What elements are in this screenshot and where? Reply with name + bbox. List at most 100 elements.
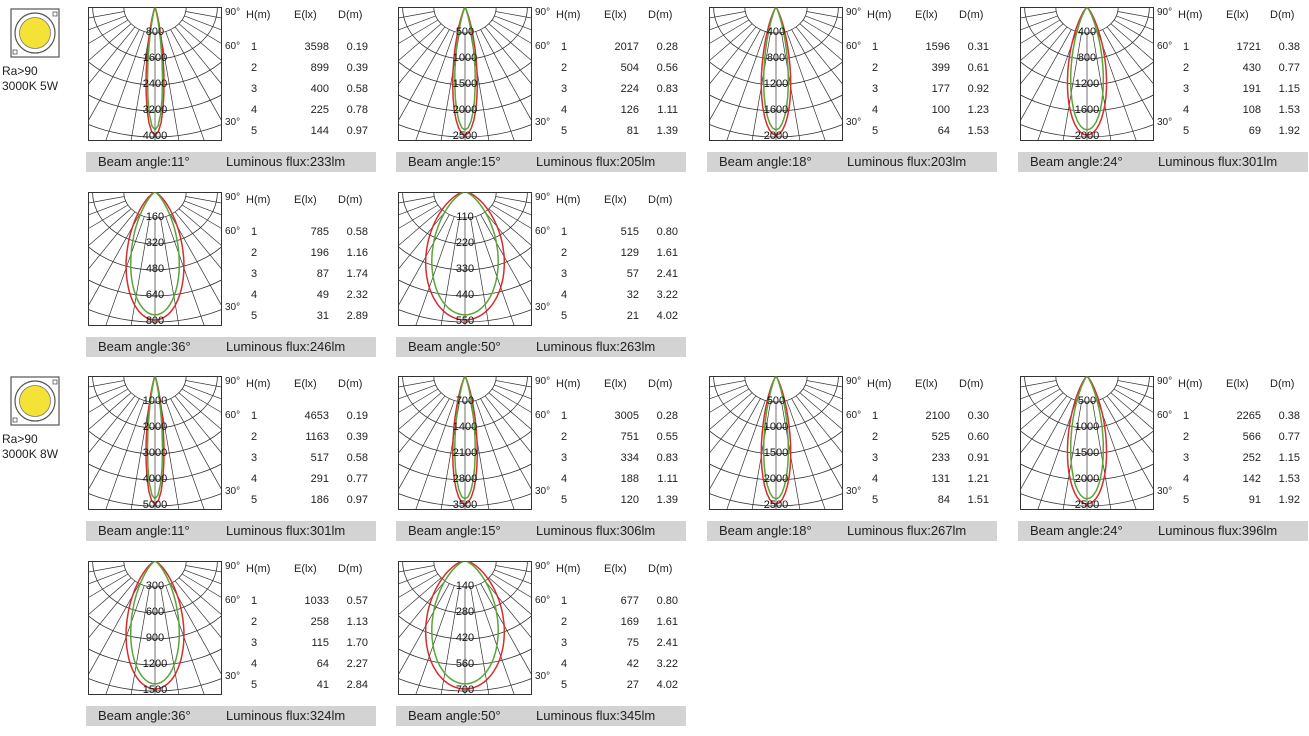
green-beam-curve — [1069, 376, 1105, 500]
table-cell-d: 1.23 — [967, 104, 989, 116]
grid-spoke — [398, 29, 450, 122]
ring-label: 3500 — [453, 499, 477, 510]
polar-chart-panel: 400 800 1200 1600 2000 90° 60° 30° H(m) E(lx) D(m)… — [707, 7, 997, 182]
grid-spoke — [726, 31, 766, 141]
table-cell-d: 1.74 — [346, 268, 368, 280]
grid-spoke — [1106, 395, 1154, 454]
grid-spoke — [1113, 388, 1154, 413]
grid-spoke — [181, 388, 222, 413]
table-cell-h: 2 — [872, 62, 879, 74]
table-cell-h: 5 — [251, 310, 258, 322]
cob-chip-icon — [10, 376, 60, 426]
angle-label: 60° — [225, 226, 241, 237]
table-cell-e: 64 — [316, 658, 329, 670]
grid-spoke — [88, 395, 136, 454]
table-cell-h: 3 — [872, 83, 879, 95]
angle-label: 60° — [535, 410, 551, 421]
grid-spoke — [1037, 31, 1077, 141]
grid-spoke — [475, 585, 515, 695]
grid-spoke — [1097, 400, 1137, 510]
table-cell-d: 1.51 — [967, 494, 989, 506]
grid-spoke — [781, 32, 801, 141]
grid-spoke — [88, 577, 132, 616]
product-5w: Ra>90 3000K 5W — [2, 8, 88, 128]
grid-spoke — [494, 15, 532, 31]
grid-spoke — [398, 200, 436, 216]
ring-label: 800 — [146, 315, 164, 326]
green-beam-curve — [454, 7, 476, 131]
table-cell-d: 0.55 — [656, 431, 678, 443]
green-beam-curve — [454, 376, 476, 500]
table-cell-e: 191 — [1242, 83, 1261, 95]
table-header: D(m) — [959, 378, 984, 390]
table-header: H(m) — [867, 378, 892, 390]
polar-grid: 500 1000 1500 2000 2500 — [709, 376, 843, 510]
grid-spoke — [709, 398, 761, 491]
grid-spoke — [470, 401, 490, 510]
beam-angle-label: Beam angle:18° — [719, 154, 812, 169]
grid-spoke — [165, 585, 205, 695]
angle-label: 90° — [535, 561, 551, 572]
polar-grid: 800 1600 2400 3200 4000 — [88, 7, 222, 141]
luminous-flux-label: Luminous flux:263lm — [536, 339, 656, 354]
angle-label: 30° — [846, 117, 862, 128]
luminous-flux-label: Luminous flux:396lm — [1158, 523, 1278, 538]
ring-label: 800 — [1078, 52, 1096, 64]
table-cell-h: 1 — [1183, 41, 1190, 53]
ring-label: 1000 — [453, 52, 477, 64]
beam-info-bar: Beam angle:18° Luminous flux:267lm — [707, 521, 997, 541]
polar-chart-panel: 110 220 330 440 550 90° 60° 30° H(m) E(lx) D(m) 1 51… — [396, 192, 686, 367]
ring-label: 1000 — [143, 395, 167, 407]
grid-spoke — [398, 380, 435, 388]
angle-label: 30° — [225, 302, 241, 313]
grid-spoke — [105, 585, 145, 695]
ring-label: 2100 — [453, 447, 477, 459]
table-header: E(lx) — [604, 563, 627, 575]
table-header: D(m) — [338, 9, 363, 21]
table-header: D(m) — [959, 9, 984, 21]
table-header: D(m) — [1270, 378, 1295, 390]
beam-angle-label: Beam angle:24° — [1030, 154, 1123, 169]
ring-label: 300 — [146, 580, 164, 592]
ring-label: 2000 — [1075, 473, 1099, 485]
beam-info-bar: Beam angle:50° Luminous flux:263lm — [396, 337, 686, 357]
luminous-flux-label: Luminous flux:203lm — [847, 154, 967, 169]
table-cell-h: 3 — [561, 637, 568, 649]
grid-spoke — [494, 384, 532, 400]
beam-angle-label: Beam angle:11° — [98, 154, 190, 169]
angle-label: 60° — [225, 41, 241, 52]
luminous-flux-label: Luminous flux:267lm — [847, 523, 967, 538]
ring-label: 3200 — [143, 104, 167, 116]
table-cell-d: 0.19 — [346, 410, 368, 422]
table-cell-e: 186 — [310, 494, 329, 506]
table-cell-e: 515 — [620, 226, 639, 238]
beam-info-bar: Beam angle:11° Luminous flux:233lm — [86, 152, 376, 172]
grid-spoke — [484, 580, 532, 639]
grid-spoke — [488, 392, 532, 431]
grid-spoke — [398, 208, 442, 247]
table-cell-h: 5 — [561, 125, 568, 137]
table-cell-d: 1.13 — [346, 616, 368, 628]
polar-chart-panel: 300 600 900 1200 1500 90° 60° 30° H(m) E(lx) D(m) 1… — [86, 561, 376, 736]
ring-label: 2000 — [764, 473, 788, 485]
table-cell-e: 32 — [626, 289, 639, 301]
grid-spoke — [495, 380, 532, 388]
table-cell-e: 49 — [316, 289, 329, 301]
beam-angle-label: Beam angle:11° — [98, 523, 190, 538]
grid-spoke — [491, 19, 532, 44]
table-cell-h: 5 — [872, 125, 879, 137]
angle-label: 90° — [846, 7, 862, 18]
grid-spoke — [1020, 380, 1057, 388]
grid-spoke — [160, 586, 180, 695]
table-cell-d: 1.61 — [656, 247, 678, 259]
polar-grid: 300 600 900 1200 1500 — [88, 561, 222, 695]
ring-label: 4000 — [143, 473, 167, 485]
table-cell-e: 177 — [931, 83, 950, 95]
polar-grid: 140 280 420 560 700 — [398, 561, 532, 695]
angle-label: 90° — [1157, 7, 1173, 18]
ring-label: 2500 — [453, 130, 477, 141]
table-cell-e: 131 — [931, 473, 950, 485]
ring-label: 2500 — [764, 499, 788, 510]
luminous-flux-label: Luminous flux:301lm — [226, 523, 346, 538]
grid-spoke — [130, 401, 150, 510]
